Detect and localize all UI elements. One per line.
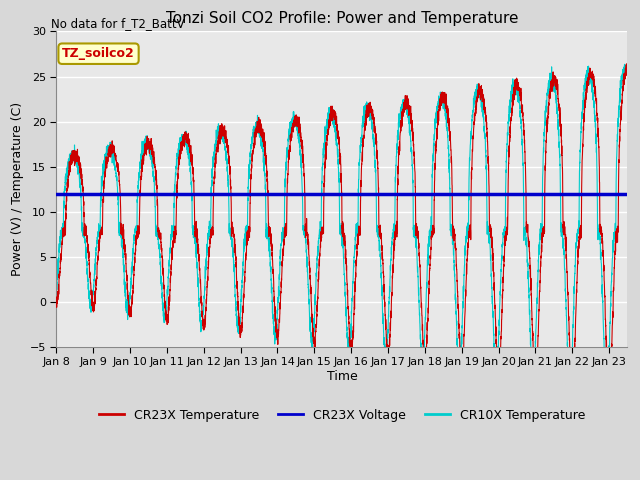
Y-axis label: Power (V) / Temperature (C): Power (V) / Temperature (C) [11,102,24,276]
Text: TZ_soilco2: TZ_soilco2 [62,47,135,60]
X-axis label: Time: Time [326,370,357,383]
Title: Tonzi Soil CO2 Profile: Power and Temperature: Tonzi Soil CO2 Profile: Power and Temper… [166,11,518,26]
Legend: CR23X Temperature, CR23X Voltage, CR10X Temperature: CR23X Temperature, CR23X Voltage, CR10X … [94,404,590,427]
Text: No data for f_T2_BattV: No data for f_T2_BattV [51,17,185,30]
